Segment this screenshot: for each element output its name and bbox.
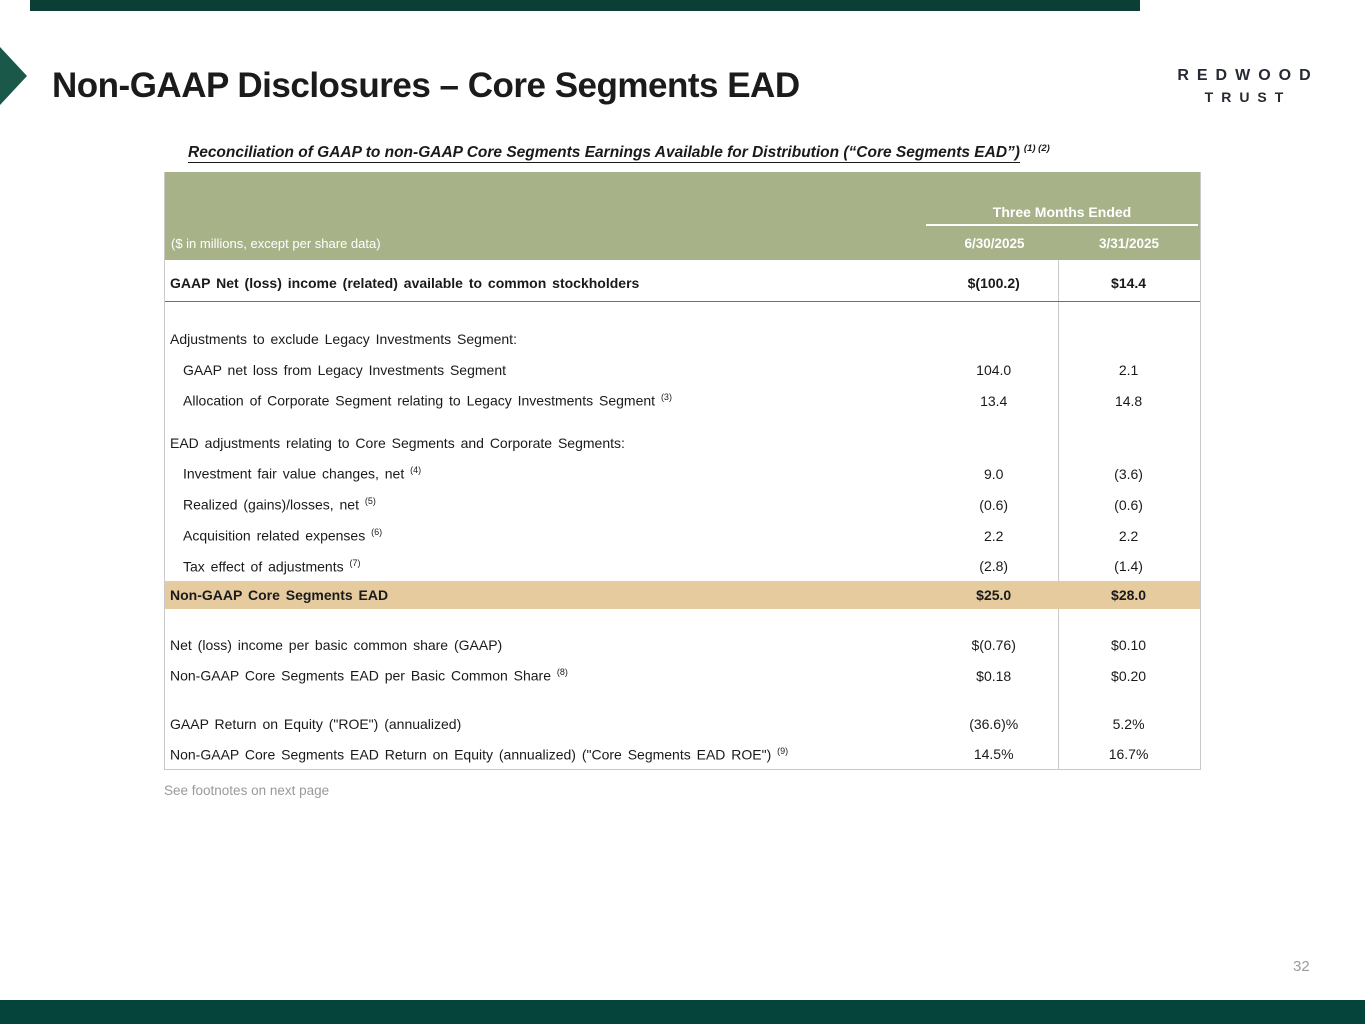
units-note: ($ in millions, except per share data) [171, 236, 381, 251]
bottom-accent-bar [0, 1000, 1365, 1024]
row-spacer [165, 302, 1200, 324]
row-label: Non-GAAP Core Segments EAD Return on Equ… [170, 745, 789, 763]
value-col1: 13.4 [980, 392, 1008, 409]
footnote-ref: (6) [371, 527, 383, 538]
row-label: Adjustments to exclude Legacy Investment… [170, 331, 517, 347]
footnote-ref: (4) [410, 465, 422, 476]
value-col2: 14.8 [1114, 392, 1143, 409]
page-number: 32 [1293, 958, 1310, 975]
column-divider [1058, 260, 1059, 769]
value-col2: (0.6) [1114, 496, 1143, 513]
table-row-gaap-roe: GAAP Return on Equity ("ROE") (annualize… [165, 708, 1200, 739]
table-row-realized-gains-losses: Realized (gains)/losses, net (5) (0.6) (… [165, 489, 1200, 520]
page-title: Non-GAAP Disclosures – Core Segments EAD [52, 66, 800, 105]
table-row-net-income-per-share: Net (loss) income per basic common share… [165, 629, 1200, 660]
table-row-non-gaap-core-segments-ead: Non-GAAP Core Segments EAD $25.0 $28.0 [165, 581, 1200, 609]
value-col2: 2.1 [1118, 361, 1139, 378]
table-row-allocation-corporate: Allocation of Corporate Segment relating… [165, 385, 1200, 416]
row-label: Non-GAAP Core Segments EAD [170, 587, 389, 603]
row-spacer [165, 416, 1200, 428]
table-body: GAAP Net (loss) income (related) availab… [165, 260, 1200, 769]
value-col2: 2.2 [1118, 527, 1139, 544]
logo-line-redwood: REDWOOD [1177, 67, 1319, 84]
value-col1: 14.5% [973, 746, 1014, 762]
value-col1: 9.0 [983, 465, 1004, 482]
table-caption-text: Reconciliation of GAAP to non-GAAP Core … [188, 144, 1020, 164]
row-label: Net (loss) income per basic common share… [170, 636, 503, 653]
footnote-ref: (8) [556, 667, 568, 678]
footnote-ref: (7) [349, 557, 361, 568]
table-row-investment-fair-value: Investment fair value changes, net (4) 9… [165, 458, 1200, 489]
value-col2: $0.20 [1111, 667, 1147, 684]
row-label: EAD adjustments relating to Core Segment… [170, 435, 625, 451]
row-label: GAAP Return on Equity ("ROE") (annualize… [170, 715, 462, 732]
footnotes-reference: See footnotes on next page [164, 783, 330, 798]
value-col2: 5.2% [1112, 715, 1145, 732]
column-header-3-31-2025: 3/31/2025 [1098, 236, 1160, 251]
top-accent-bar [30, 0, 1140, 11]
value-col1: 2.2 [983, 527, 1004, 544]
value-col2: (1.4) [1114, 558, 1143, 574]
row-label: Allocation of Corporate Segment relating… [183, 392, 672, 409]
table-row-gaap-net-loss-legacy: GAAP net loss from Legacy Investments Se… [165, 354, 1200, 385]
table-header: Three Months Ended ($ in millions, excep… [165, 172, 1200, 260]
row-label: Investment fair value changes, net (4) [183, 465, 422, 482]
row-label: Tax effect of adjustments (7) [183, 557, 361, 575]
value-col2: $28.0 [1111, 587, 1147, 603]
value-col1: $25.0 [976, 587, 1012, 603]
value-col1: $(100.2) [967, 274, 1020, 291]
value-col1: (2.8) [979, 558, 1009, 574]
footnote-ref: (9) [777, 745, 789, 756]
chevron-right-icon [0, 47, 27, 105]
value-col1: $(0.76) [971, 636, 1016, 653]
caption-footnote-refs: (1) (2) [1023, 143, 1050, 154]
value-col2: (3.6) [1114, 465, 1143, 482]
value-col1: (0.6) [979, 496, 1009, 513]
logo-line-trust: TRUST [1204, 89, 1292, 105]
value-col1: (36.6)% [969, 715, 1019, 732]
table-row-ead-per-share: Non-GAAP Core Segments EAD per Basic Com… [165, 660, 1200, 691]
value-col2: $14.4 [1111, 274, 1147, 291]
row-spacer [165, 691, 1200, 708]
table-row-acquisition-expenses: Acquisition related expenses (6) 2.2 2.2 [165, 520, 1200, 551]
value-col2: $0.10 [1111, 636, 1147, 653]
period-header: Three Months Ended [926, 204, 1198, 226]
row-label: GAAP net loss from Legacy Investments Se… [183, 361, 507, 378]
table-row-ead-roe: Non-GAAP Core Segments EAD Return on Equ… [165, 739, 1200, 769]
footnote-ref: (5) [364, 496, 376, 507]
footnote-ref: (3) [660, 392, 672, 403]
table-row-ead-adjustments-section: EAD adjustments relating to Core Segment… [165, 428, 1200, 458]
row-label: Realized (gains)/losses, net (5) [183, 496, 376, 513]
table-caption: Reconciliation of GAAP to non-GAAP Core … [188, 143, 1050, 164]
value-col1: $0.18 [976, 667, 1012, 684]
row-label: Non-GAAP Core Segments EAD per Basic Com… [170, 667, 568, 684]
value-col1: 104.0 [976, 361, 1012, 378]
table-row-adjustments-section: Adjustments to exclude Legacy Investment… [165, 324, 1200, 354]
row-spacer [165, 609, 1200, 629]
row-label: GAAP Net (loss) income (related) availab… [170, 274, 640, 291]
table-row-tax-effect: Tax effect of adjustments (7) (2.8) (1.4… [165, 551, 1200, 581]
value-col2: 16.7% [1108, 746, 1149, 762]
column-header-6-30-2025: 6/30/2025 [964, 236, 1025, 251]
table-row-gaap-net-income: GAAP Net (loss) income (related) availab… [165, 260, 1200, 302]
reconciliation-table: Three Months Ended ($ in millions, excep… [164, 172, 1201, 770]
redwood-trust-logo: REDWOOD TRUST [1170, 62, 1326, 105]
row-label: Acquisition related expenses (6) [183, 527, 383, 544]
